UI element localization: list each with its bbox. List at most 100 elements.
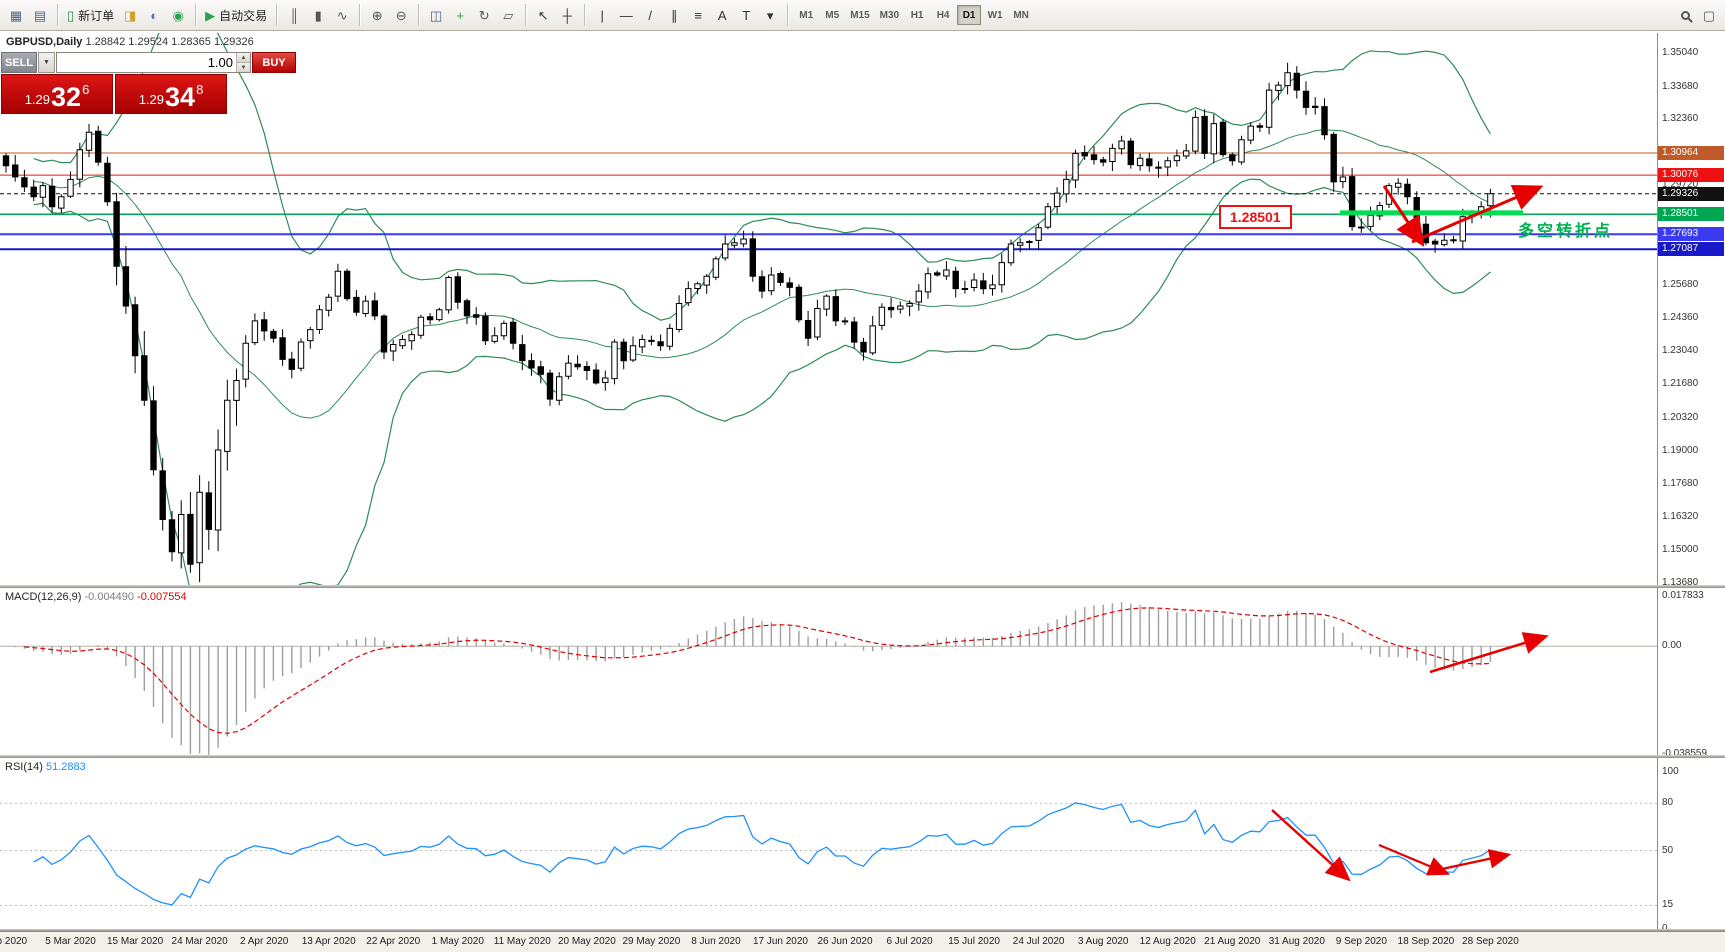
channel-button[interactable]: ∥ <box>662 3 686 27</box>
date-label: 21 Aug 2020 <box>1204 936 1261 947</box>
zoom-out-button[interactable]: ⊖ <box>389 3 413 27</box>
toolbar-group-timeframes: M1 M5 M15 M30 H1 H4 D1 W1 MN <box>793 0 1034 30</box>
chat-button[interactable]: ◐ <box>142 3 166 27</box>
toolbar-group-line-studies: | — / ∥ ≡ A T ▾ <box>590 0 782 30</box>
macd-main-value: -0.004490 <box>84 591 135 603</box>
volume-dropdown-button[interactable]: ▼ <box>38 52 55 73</box>
date-label: 13 Apr 2020 <box>301 936 356 947</box>
sell-price-button[interactable]: 1.29 32 6 <box>1 74 113 114</box>
date-label: 24 Jul 2020 <box>1012 936 1065 947</box>
toolbar-separator <box>418 4 420 26</box>
cursor-button[interactable]: ↖ <box>531 3 555 27</box>
price-axis-label: 1.35040 <box>1662 46 1699 58</box>
search-button[interactable] <box>1673 3 1697 27</box>
history-icon: ◨ <box>124 7 137 23</box>
bar-chart-button[interactable]: ║ <box>282 3 306 27</box>
vertical-line-button[interactable]: | <box>590 3 614 27</box>
toolbar-separator <box>359 4 361 26</box>
buy-button[interactable]: BUY <box>252 52 296 73</box>
date-label: 20 May 2020 <box>557 936 616 947</box>
timeframe-m30-button[interactable]: M30 <box>876 5 903 25</box>
bubble-icon: ◐ <box>150 7 159 23</box>
horizontal-line-button[interactable]: — <box>614 3 638 27</box>
price-axis-label: 1.32360 <box>1662 113 1699 125</box>
volume-spinner: ▲ ▼ <box>236 53 250 72</box>
label-icon: T <box>742 7 751 23</box>
price-level-callout: 1.28501 <box>1219 205 1292 229</box>
indicators-button[interactable]: + <box>448 3 472 27</box>
info-icon: ◉ <box>172 7 184 23</box>
price-axis[interactable]: 1.350401.336801.323601.310401.297201.284… <box>1657 33 1725 934</box>
macd-scale-label: 0.017833 <box>1662 590 1704 602</box>
date-label: 6 Jul 2020 <box>886 936 933 947</box>
volume-box: ▲ ▼ <box>56 52 251 73</box>
expand-button[interactable]: ▢ <box>1697 3 1721 27</box>
zoom-out-icon: ⊖ <box>395 7 407 23</box>
periods-button[interactable]: ↻ <box>472 3 496 27</box>
price-axis-label: 1.21680 <box>1662 378 1699 390</box>
pane-separator[interactable] <box>0 755 1725 758</box>
price-axis-label: 1.16320 <box>1662 511 1699 523</box>
vertical-line-icon: | <box>600 7 604 23</box>
date-label: Feb 2020 <box>0 936 28 947</box>
volume-decrease-button[interactable]: ▼ <box>237 63 250 72</box>
toolbar: ▦ ▤ ▯ 新订单 ◨ ◐ ◉ ▶ 自动交易 ║ ▮ ∿ ⊕ ⊖ ◫ + ↻ ▱ ↖ ┼ | — / ∥ ≡ A T ▾ M1 M5 M15… <box>0 0 1725 31</box>
tile-windows-button[interactable]: ◫ <box>424 3 448 27</box>
date-label: 2 Apr 2020 <box>239 936 289 947</box>
sell-button[interactable]: SELL <box>1 52 37 73</box>
price-axis-label: 1.13680 <box>1662 577 1699 589</box>
price-axis-label: 1.23040 <box>1662 344 1699 356</box>
new-order-button[interactable]: ▯ 新订单 <box>63 3 118 27</box>
auto-trading-button[interactable]: ▶ 自动交易 <box>201 3 271 27</box>
template-icon: ▱ <box>503 7 514 23</box>
rsi-canvas[interactable] <box>0 758 1657 929</box>
new-order-button-label: 新订单 <box>78 8 115 23</box>
date-label: 15 Jul 2020 <box>948 936 1000 947</box>
profiles-button[interactable]: ▤ <box>28 3 52 27</box>
timeframe-h1-button[interactable]: H1 <box>905 5 929 25</box>
history-center-button[interactable]: ◨ <box>118 3 142 27</box>
crosshair-button[interactable]: ┼ <box>555 3 579 27</box>
price-level-label: 1.27087 <box>1658 242 1724 257</box>
pane-separator[interactable] <box>0 585 1725 588</box>
volume-input[interactable] <box>57 53 236 72</box>
fibonacci-button[interactable]: ≡ <box>686 3 710 27</box>
candles-button[interactable]: ▮ <box>306 3 330 27</box>
text-button[interactable]: A <box>710 3 734 27</box>
search-icon <box>1680 10 1690 20</box>
chevron-down-icon: ▼ <box>43 59 50 66</box>
timeframe-h4-button[interactable]: H4 <box>931 5 955 25</box>
zoom-in-icon: ⊕ <box>371 7 383 23</box>
rsi-scale-label: 50 <box>1662 844 1674 856</box>
timeframe-d1-button[interactable]: D1 <box>957 5 982 25</box>
date-label: 29 May 2020 <box>622 936 681 947</box>
trendline-button[interactable]: / <box>638 3 662 27</box>
timeframe-m5-button[interactable]: M5 <box>820 5 844 25</box>
price-axis-label: 1.19000 <box>1662 444 1699 456</box>
toolbar-separator <box>276 4 278 26</box>
price-axis-label: 1.24360 <box>1662 311 1699 323</box>
timeframe-mn-button[interactable]: MN <box>1009 5 1033 25</box>
price-chart-canvas[interactable] <box>0 33 1657 585</box>
timeframe-m1-button[interactable]: M1 <box>794 5 818 25</box>
label-button[interactable]: T <box>734 3 758 27</box>
timeframe-m15-button[interactable]: M15 <box>846 5 873 25</box>
sell-price-big: 32 <box>51 82 82 113</box>
macd-canvas[interactable] <box>0 588 1657 755</box>
line-chart-button[interactable]: ∿ <box>330 3 354 27</box>
info-button[interactable]: ◉ <box>166 3 190 27</box>
shapes-button[interactable]: ▾ <box>758 3 782 27</box>
time-axis[interactable]: Feb 2020 5 Mar 2020 15 Mar 2020 24 Mar 2020… <box>0 931 1725 952</box>
zoom-in-button[interactable]: ⊕ <box>365 3 389 27</box>
new-chart-button[interactable]: ▦ <box>4 3 28 27</box>
buy-price-button[interactable]: 1.29 34 8 <box>115 74 227 114</box>
price-axis-label: 1.33680 <box>1662 80 1699 92</box>
tile-windows-icon: ◫ <box>430 7 443 23</box>
templates-button[interactable]: ▱ <box>496 3 520 27</box>
line-icon: ∿ <box>336 7 348 23</box>
rsi-name: RSI(14) <box>5 761 43 773</box>
volume-increase-button[interactable]: ▲ <box>237 53 250 63</box>
text-icon: A <box>717 7 727 23</box>
timeframe-w1-button[interactable]: W1 <box>983 5 1007 25</box>
